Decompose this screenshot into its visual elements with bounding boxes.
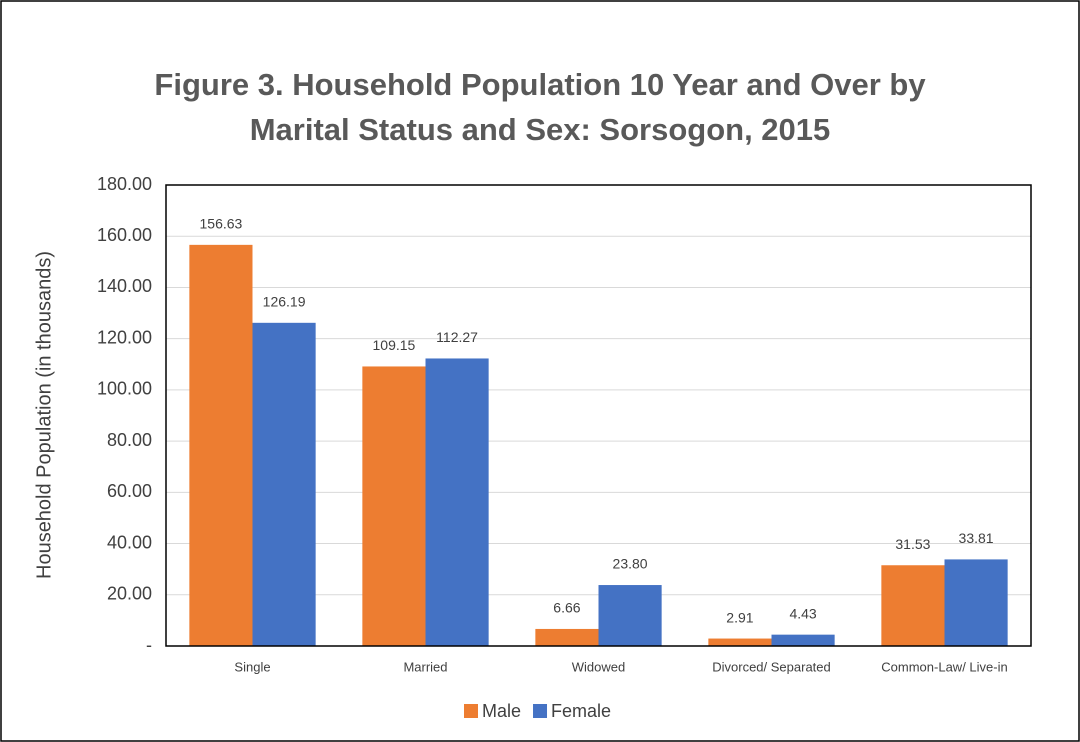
plot-border [165,184,1032,647]
bar [189,244,253,647]
value-label: 33.81 [959,530,994,546]
value-label: 4.43 [789,605,816,621]
x-tick-label: Single [234,659,270,674]
legend-label: Male [482,701,521,721]
y-tick-label: 140.00 [97,276,152,296]
bar [944,559,1008,646]
bar [252,322,316,646]
chart-title: Figure 3. Household Population 10 Year a… [154,67,926,147]
bar [771,634,835,646]
value-label: 156.63 [200,216,243,232]
y-tick-label: 120.00 [97,327,152,347]
x-tick-label: Married [403,659,447,674]
legend-swatch [464,704,478,718]
value-label: 2.91 [726,609,753,625]
bar [425,358,489,646]
value-label: 112.27 [436,329,478,345]
value-label: 23.80 [613,556,648,572]
legend-label: Female [551,701,611,721]
x-tick-label: Common-Law/ Live-in [881,659,1007,674]
value-label: 109.15 [373,337,416,353]
legend-swatch [533,704,548,718]
x-tick-label: Divorced/ Separated [712,659,831,674]
bar [598,585,662,646]
y-tick-label: 160.00 [97,225,152,245]
y-tick-label: - [146,635,152,655]
value-label: 6.66 [553,600,580,616]
value-label: 31.53 [895,536,930,552]
y-tick-label: 80.00 [107,430,152,450]
bar [362,366,426,646]
bar [535,628,599,646]
value-label: 126.19 [263,294,306,310]
y-tick-label: 40.00 [107,532,152,552]
y-tick-label: 100.00 [97,379,152,399]
bar [881,565,945,646]
x-tick-label: Widowed [572,659,625,674]
y-tick-label: 20.00 [107,584,152,604]
y-tick-label: 60.00 [107,481,152,501]
y-tick-label: 180.00 [97,174,152,194]
bar [708,638,772,646]
y-axis-label: Household Population (in thousands) [33,251,55,579]
